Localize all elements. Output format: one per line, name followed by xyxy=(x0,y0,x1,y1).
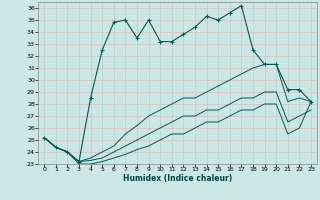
X-axis label: Humidex (Indice chaleur): Humidex (Indice chaleur) xyxy=(123,174,232,183)
